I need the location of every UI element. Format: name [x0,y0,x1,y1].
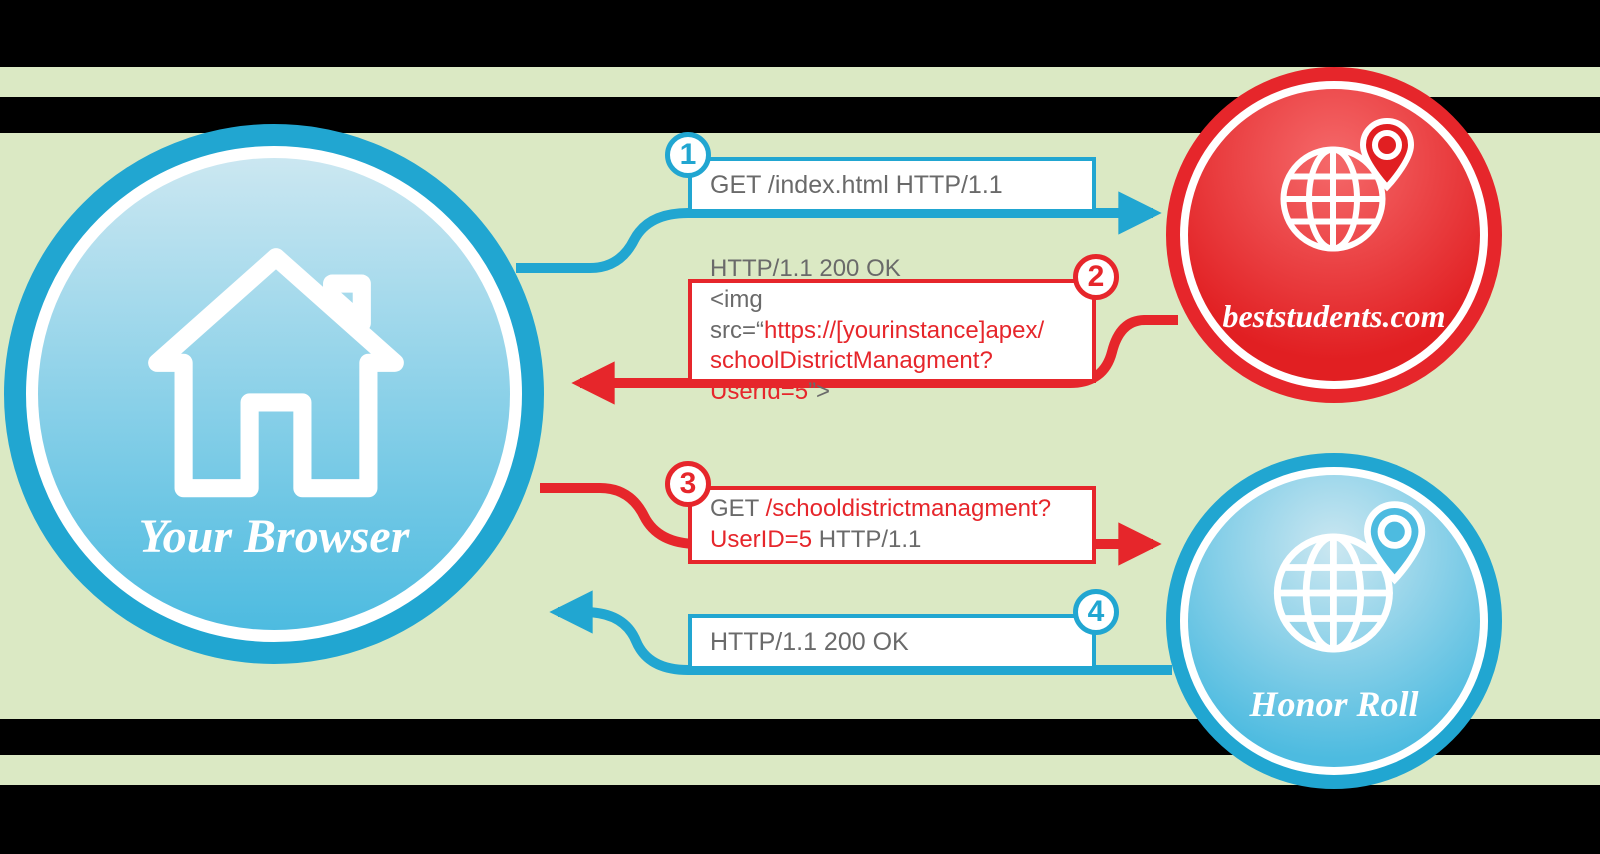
browser-node: Your Browser [4,124,544,664]
step-1-text: GET /index.html HTTP/1.1 [710,171,1003,199]
globe-pin-icon [1270,109,1420,259]
diagram-stage: GET /index.html HTTP/1.1 HTTP/1.1 200 OK… [0,0,1600,854]
step-1-badge: 1 [665,132,711,178]
step-3-line1-pre: GET [710,495,766,522]
server-bot-node-label: Honor Roll [1180,683,1488,725]
step-4-box: HTTP/1.1 200 OK [688,614,1096,670]
step-3-number: 3 [680,467,697,500]
step-2-line1: HTTP/1.1 200 OK [710,255,901,282]
step-2-box: HTTP/1.1 200 OK <img src=“https://[youri… [688,279,1096,383]
step-4-number: 4 [1088,595,1105,628]
step-2-line3-post: ”> [808,378,830,405]
step-2-number: 2 [1088,260,1105,293]
step-3-badge: 3 [665,461,711,507]
step-2-line2-url: https://[yourinstance]apex/ [764,317,1044,344]
server-bot-node: Honor Roll [1166,453,1502,789]
step-2-line2-pre: <img src=“ [710,286,764,344]
step-3-box: GET /schooldistrictmanagment? UserID=5 HT… [688,486,1096,564]
step-4-badge: 4 [1073,589,1119,635]
browser-node-label: Your Browser [26,509,522,564]
step-3-line2-post: HTTP/1.1 [812,526,921,553]
step-1-box: GET /index.html HTTP/1.1 [688,157,1096,213]
step-3-line1-red: /schooldistrictmanagment? [766,495,1051,522]
step-1-number: 1 [680,138,697,171]
globe-pin-icon [1262,491,1432,661]
step-2-line3-url: schoolDistrictManagment?UserId=5 [710,347,993,405]
house-icon [111,211,441,541]
step-2-badge: 2 [1073,254,1119,300]
step-4-text: HTTP/1.1 200 OK [710,628,909,656]
server-top-node: beststudents.com [1166,67,1502,403]
server-top-node-label: beststudents.com [1180,298,1488,335]
step-3-line2-red: UserID=5 [710,526,812,553]
